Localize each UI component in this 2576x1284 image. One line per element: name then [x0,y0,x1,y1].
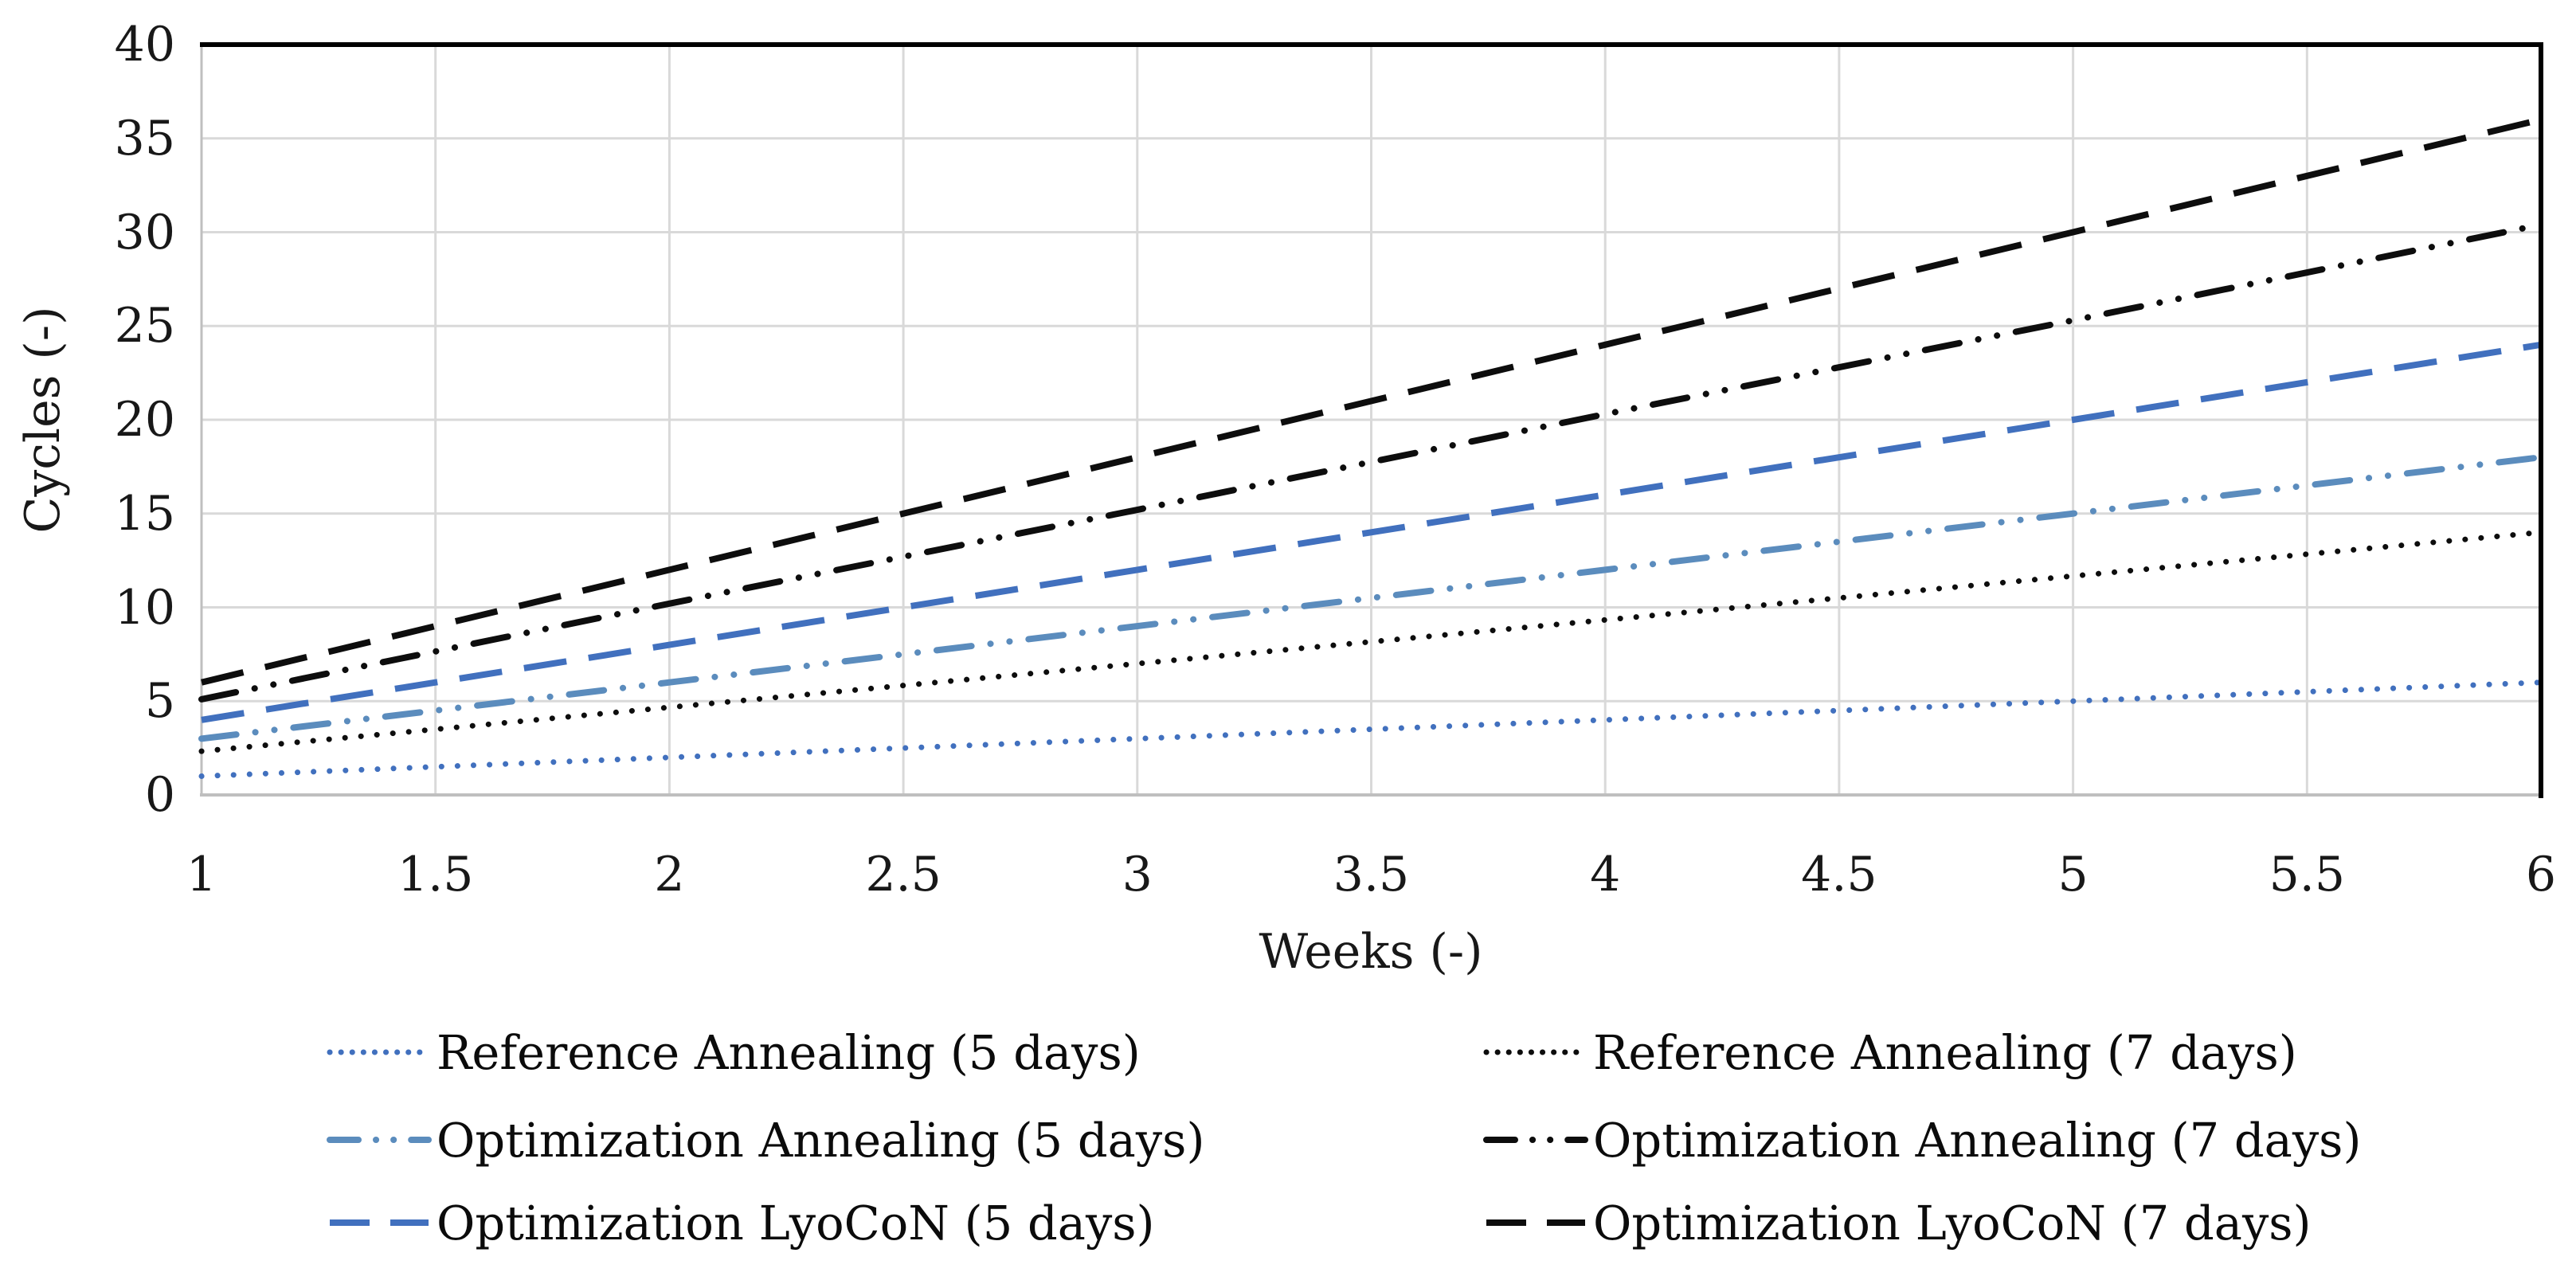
x-tick-label: 2.5 [865,847,942,902]
legend-entry: Reference Annealing (5 days) [327,1023,1141,1082]
y-tick-label: 5 [144,673,175,730]
legend-entry: Reference Annealing (7 days) [1483,1023,2297,1082]
y-tick-label: 30 [114,204,175,260]
y-tick-label: 25 [114,298,175,354]
legend-entry: Optimization LyoCoN (5 days) [327,1193,1155,1252]
legend-swatch-dashdotdot-blue [327,1137,432,1143]
legend-label: Optimization LyoCoN (5 days) [437,1195,1155,1251]
legend-label: Optimization Annealing (5 days) [437,1112,1205,1168]
legend-label: Reference Annealing (7 days) [1593,1024,2297,1080]
y-tick-label: 40 [114,17,175,72]
legend-swatch-dashed-blue [330,1219,429,1226]
legend-label: Reference Annealing (5 days) [437,1024,1141,1080]
x-axis-title: Weeks (-) [1259,924,1483,980]
legend-swatch-dotted-black [1483,1049,1588,1055]
y-tick-label: 20 [114,392,175,448]
y-tick-label: 35 [114,110,175,166]
x-tick-label: 6 [2525,847,2557,902]
legend-entry: Optimization LyoCoN (7 days) [1483,1193,2312,1252]
series-line-3 [198,221,2544,703]
x-tick-label: 2 [654,847,685,902]
x-tick-label: 1.5 [397,847,474,902]
y-tick-label: 0 [144,767,175,823]
x-tick-label: 1 [186,847,217,902]
legend-swatch-dashed-black [1486,1219,1585,1226]
series-line-2 [198,454,2544,742]
x-tick-label: 5 [2057,847,2089,902]
x-tick-label: 3 [1122,847,1153,902]
y-tick-label: 15 [114,485,175,542]
x-tick-label: 3.5 [1333,847,1410,902]
y-tick-label: 10 [114,579,175,636]
series-line-0 [198,679,2544,779]
legend-label: Optimization Annealing (7 days) [1593,1112,2362,1168]
x-tick-label: 4.5 [1801,847,1877,902]
legend-swatch-dotted-blue [327,1049,432,1055]
x-tick-label: 4 [1590,847,1621,902]
series-line-4 [201,341,2542,723]
legend-label: Optimization LyoCoN (7 days) [1593,1195,2312,1251]
series-line-5 [201,116,2542,686]
legend-entry: Optimization Annealing (5 days) [327,1110,1204,1169]
x-tick-label: 5.5 [2269,847,2345,902]
legend-entry: Optimization Annealing (7 days) [1483,1110,2361,1169]
legend-swatch-dashdotdot-black [1483,1137,1588,1143]
